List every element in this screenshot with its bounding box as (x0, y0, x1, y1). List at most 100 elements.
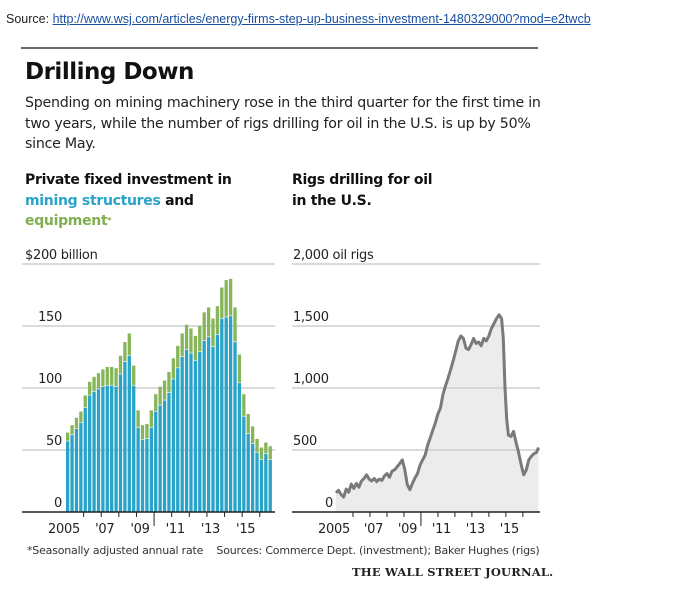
bar-structures (264, 453, 268, 512)
left-xtick-label: '11 (166, 522, 185, 537)
bar-structures (127, 355, 131, 512)
bar-structures (237, 383, 242, 512)
bar-structures (132, 385, 136, 512)
left-ytick-label: 0 (54, 496, 62, 511)
bar-equipment (215, 306, 220, 335)
bar-structures (118, 374, 123, 512)
bar-structures (180, 357, 184, 512)
bar-structures (228, 316, 233, 512)
bar-structures (92, 391, 96, 512)
bar-equipment (250, 426, 255, 444)
right-title-line1: Rigs drilling for oil (292, 172, 433, 188)
bar-equipment (101, 369, 105, 387)
bar-equipment (105, 366, 109, 385)
bar-structures (171, 379, 176, 512)
bar-equipment (118, 355, 123, 374)
bar-structures (114, 386, 118, 512)
legend-and: and (160, 192, 194, 209)
bar-equipment (96, 373, 101, 389)
bar-structures (176, 368, 180, 512)
left-ytick-label: 100 (38, 372, 62, 387)
right-ytick-label: 1,500 (293, 310, 329, 325)
bar-equipment (66, 432, 70, 441)
bar-structures (79, 422, 83, 512)
left-ytick-label: $200 billion (25, 248, 98, 263)
source-link[interactable]: http://www.wsj.com/articles/energy-firms… (52, 12, 591, 26)
page-title: Drilling Down (25, 59, 194, 85)
bar-structures (215, 334, 220, 512)
bar-equipment (268, 446, 272, 460)
legend-equipment: equipment (25, 213, 108, 229)
bar-equipment (83, 395, 87, 408)
asterisk: * (107, 216, 112, 225)
sources: Sources: Commerce Dept. (investment); Ba… (216, 544, 540, 557)
bar-equipment (206, 307, 211, 337)
left-xtick-label: '13 (201, 522, 220, 537)
bar-structures (259, 459, 264, 512)
right-title-line2: in the U.S. (292, 192, 372, 209)
bar-equipment (237, 354, 242, 383)
bar-equipment (228, 278, 233, 316)
bar-structures (66, 441, 70, 512)
bar-structures (96, 389, 101, 512)
bar-equipment (198, 326, 202, 352)
bar-equipment (114, 368, 118, 387)
rigs-line (334, 313, 540, 499)
right-ytick-label: 1,000 (293, 372, 329, 387)
bar-structures (123, 361, 127, 512)
left-ytick-label: 50 (46, 434, 62, 449)
left-chart-title: Private fixed investment in mining struc… (25, 170, 232, 232)
right-xtick-label: 2005 (318, 522, 350, 537)
bar-structures (242, 416, 246, 512)
bar-structures (162, 400, 167, 512)
bar-equipment (123, 342, 127, 362)
bar-equipment (70, 425, 74, 435)
bar-equipment (74, 417, 79, 429)
source-line: Source: http://www.wsj.com/articles/ener… (6, 12, 591, 26)
bar-structures (145, 438, 149, 512)
bar-structures (220, 318, 224, 512)
bar-structures (202, 340, 206, 512)
left-ytick-label: 150 (38, 310, 62, 325)
bar-structures (167, 392, 171, 512)
left-xtick-label: 2005 (48, 522, 80, 537)
subtitle: Spending on mining machinery rose in the… (25, 95, 541, 152)
bar-equipment (233, 307, 237, 342)
bar-structures (158, 405, 162, 512)
left-xtick-label: '09 (130, 522, 149, 537)
bar-structures (211, 347, 215, 512)
top-rule (21, 47, 538, 49)
bar-equipment (211, 318, 215, 347)
publisher-logo: THE WALL STREET JOURNAL. (352, 565, 554, 579)
bar-equipment (180, 333, 184, 357)
bar-structures (184, 349, 189, 512)
bar-structures (105, 385, 109, 512)
bar-structures (140, 440, 145, 512)
bar-equipment (158, 386, 162, 405)
bar-equipment (255, 438, 259, 452)
bar-structures (154, 411, 158, 512)
bar-structures (88, 395, 92, 512)
bar-equipment (246, 414, 250, 434)
bar-structures (246, 433, 250, 512)
bar-structures (193, 360, 198, 512)
bar-structures (101, 386, 105, 512)
bar-equipment (88, 381, 92, 395)
bar-equipment (167, 371, 171, 393)
bar-structures (206, 337, 211, 512)
bar-structures (70, 435, 74, 512)
bar-equipment (202, 312, 206, 341)
bar-equipment (132, 365, 136, 385)
bar-equipment (149, 410, 153, 428)
legend-structures: mining structures (25, 192, 161, 209)
rigs-area (336, 314, 539, 512)
bar-structures (233, 342, 237, 512)
bar-structures (110, 385, 114, 512)
bar-equipment (176, 345, 180, 368)
bar-equipment (127, 333, 131, 356)
bar-structures (198, 352, 202, 512)
bar-equipment (242, 394, 246, 416)
bar-equipment (140, 425, 145, 440)
bar-equipment (92, 376, 96, 392)
